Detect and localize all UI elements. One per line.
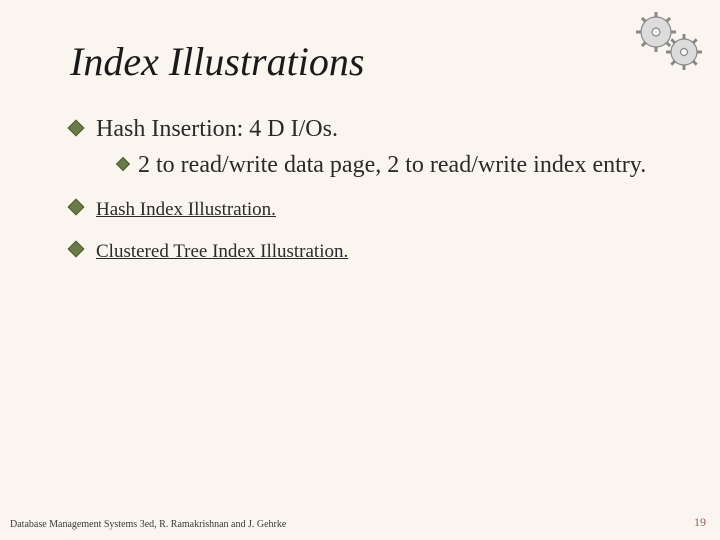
slide: Index Illustrations Hash Insertion: 4 D … (0, 0, 720, 540)
sub-bullet-item: 2 to read/write data page, 2 to read/wri… (118, 149, 660, 181)
hash-index-link[interactable]: Hash Index Illustration. (96, 199, 276, 220)
page-number: 19 (694, 515, 706, 530)
bullet-text: Hash Insertion: 4 D I/Os. (96, 116, 338, 142)
bullet-list: Hash Insertion: 4 D I/Os. 2 to read/writ… (70, 113, 660, 267)
bullet-item: Hash Insertion: 4 D I/Os. 2 to read/writ… (70, 113, 660, 182)
gears-icon (630, 10, 708, 74)
slide-title: Index Illustrations (70, 38, 660, 85)
bullet-item: Hash Index Illustration. (70, 192, 660, 224)
bullet-diamond-icon (116, 157, 130, 171)
bullet-diamond-icon (68, 241, 85, 258)
sub-bullet-text: 2 to read/write data page, 2 to read/wri… (138, 152, 646, 178)
bullet-diamond-icon (68, 198, 85, 215)
bullet-diamond-icon (68, 120, 85, 137)
bullet-item: Clustered Tree Index Illustration. (70, 234, 660, 266)
sub-bullet-list: 2 to read/write data page, 2 to read/wri… (96, 149, 660, 181)
footer-citation: Database Management Systems 3ed, R. Rama… (10, 519, 286, 530)
clustered-tree-link[interactable]: Clustered Tree Index Illustration. (96, 241, 348, 262)
